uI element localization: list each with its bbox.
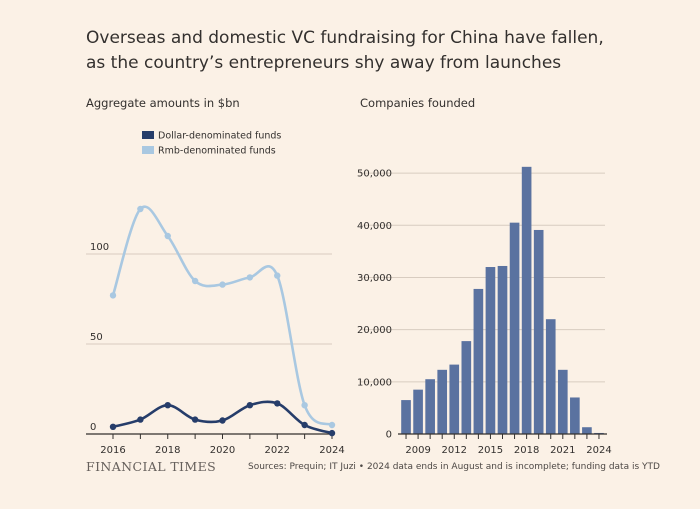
bar-2012 <box>449 364 460 434</box>
y-tick-label: 20,000 <box>357 325 392 336</box>
rmb-funds-point <box>328 421 336 429</box>
dollar-funds-point <box>301 421 308 429</box>
dollar-funds-point <box>246 402 254 409</box>
rmb-funds-point <box>164 232 171 240</box>
legend-label: Rmb-denominated funds <box>158 146 276 157</box>
y-tick-label: 50 <box>90 332 103 343</box>
line-chart: 0 50 100 2016 2018 2020 2022 2024 Dollar-denomin… <box>86 131 345 456</box>
rmb-funds-point <box>191 277 199 285</box>
bar-2009 <box>413 389 423 434</box>
rmb-funds-point <box>246 274 254 281</box>
rmb-funds-point <box>274 272 281 279</box>
x-tick-label: 2022 <box>265 445 290 456</box>
dollar-funds-point <box>109 423 117 430</box>
x-tick-label: 2021 <box>550 445 575 456</box>
rmb-funds-point <box>301 402 308 409</box>
x-tick-label: 2018 <box>514 445 539 456</box>
bar-2017 <box>509 222 520 434</box>
rmb-funds-point <box>137 205 144 213</box>
dollar-funds-point <box>191 416 199 423</box>
y-tick-label: 0 <box>386 430 392 441</box>
legend-swatch <box>142 146 154 154</box>
chart-headline: Overseas and domestic VC fundraising for… <box>86 28 604 73</box>
ft-brand-logo: FINANCIAL TIMES <box>86 459 217 474</box>
bar-2013 <box>461 341 472 434</box>
dollar-funds-point <box>219 417 226 424</box>
y-tick-label: 30,000 <box>357 273 392 284</box>
left-chart-subtitle: Aggregate amounts in $bn <box>86 96 240 110</box>
x-tick-label: 2024 <box>319 445 344 456</box>
y-tick-label: 10,000 <box>357 377 392 388</box>
bar-2015 <box>485 267 496 434</box>
x-tick-label: 2020 <box>210 445 235 456</box>
bar-2010 <box>425 379 435 434</box>
y-tick-label: 100 <box>90 242 109 253</box>
y-tick-label: 40,000 <box>357 221 392 232</box>
x-tick-label: 2016 <box>100 445 125 456</box>
rmb-funds-line <box>111 205 333 427</box>
source-note: Sources: Prequin; IT Juzi • 2024 data en… <box>248 462 660 472</box>
rmb-funds-point <box>109 292 117 299</box>
bar-2021 <box>557 369 568 434</box>
y-tick-label: 50,000 <box>357 169 392 180</box>
bar-2008 <box>401 400 411 434</box>
dollar-funds-point <box>164 402 171 409</box>
bar-2014 <box>473 288 484 434</box>
bar-2023 <box>582 427 592 434</box>
bar-2022 <box>570 397 580 434</box>
dollar-funds-point <box>328 429 336 437</box>
bar-2019 <box>533 229 544 434</box>
right-chart-subtitle: Companies founded <box>360 96 476 110</box>
bar-2011 <box>437 369 448 434</box>
rmb-funds-point <box>219 281 226 288</box>
x-tick-label: 2018 <box>155 445 180 456</box>
bar-2020 <box>545 319 556 434</box>
dollar-funds-point <box>274 400 281 407</box>
bar-chart: 0 10,000 20,000 30,000 40,000 50,000 2009 2012 2… <box>357 166 612 456</box>
x-tick-label: 2012 <box>442 445 467 456</box>
x-tick-label: 2015 <box>478 445 503 456</box>
x-tick-label: 2009 <box>405 445 430 456</box>
bar-2016 <box>497 265 508 434</box>
y-tick-label: 0 <box>90 422 96 433</box>
legend-label: Dollar-denominated funds <box>158 131 281 142</box>
bar-2018 <box>521 166 532 434</box>
legend-swatch <box>142 131 154 139</box>
dollar-funds-point <box>137 416 144 423</box>
x-tick-label: 2024 <box>586 445 611 456</box>
